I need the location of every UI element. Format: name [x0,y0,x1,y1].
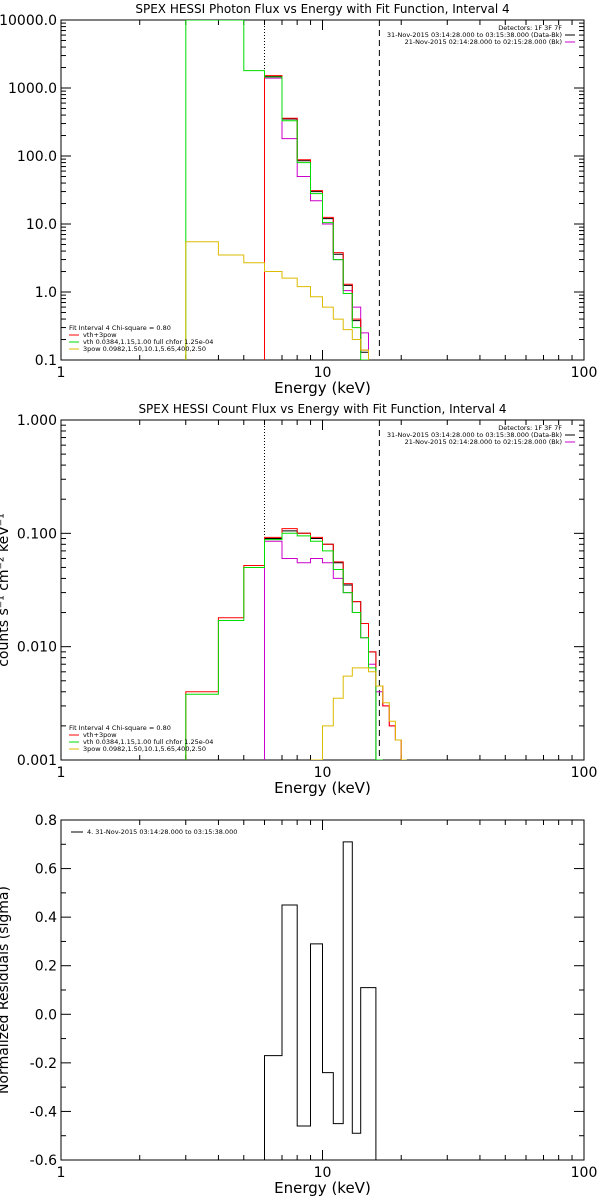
series-color-000000 [264,530,377,760]
legend-bottomleft-text: Fit Interval 4 Chi-square = 0.80 [69,724,171,732]
series-color-cc00cc [264,540,402,760]
photon-flux-panel: SPEX HESSI Photon Flux vs Energy with Fi… [0,2,597,397]
plot-frame [60,19,585,361]
y-tick-label: -0.4 [30,1104,57,1120]
legend-bottomleft-text: vth 0.0384,1.15,1.00 full chfor 1.25e-04 [83,338,213,346]
y-axis-label: Normalized Residuals (sigma) [0,886,12,1094]
y-tick-label: 0.0 [35,1007,57,1023]
y-tick-label: 0.8 [35,813,57,829]
y-tick-label: 0.1 [35,353,57,369]
series-color-cc00cc [264,77,369,360]
legend-topright-text: Detectors: 1F 3F 7F [498,424,562,432]
y-tick-label: -0.2 [30,1056,57,1072]
count-flux-panel: SPEX HESSI Count Flux vs Energy with Fit… [0,402,597,797]
legend-text: 4. 31-Nov-2015 03:14:28.000 to 03:15:38.… [87,828,237,836]
series-vth [185,20,369,360]
y-tick-label: 0.001 [17,753,57,769]
y-tick-label: -0.6 [30,1153,57,1169]
x-tick-label: 10 [314,765,332,781]
legend-bottomleft-text: vth+3pow [83,331,117,339]
x-tick-label: 10 [314,365,332,381]
legend-topright-text: 21-Nov-2015 02:14:28.000 to 02:15:28.000… [405,438,562,446]
x-tick-label: 10 [314,1165,332,1181]
series-vth [185,532,383,760]
legend-topright-text: 31-Nov-2015 03:14:28.000 to 03:15:38.000… [387,31,562,39]
plot-frame [60,419,585,761]
y-tick-label: 0.010 [17,640,57,656]
y-tick-label: 100.0 [17,149,57,165]
x-tick-label: 100 [571,765,598,781]
legend-bottomleft-text: 3pow 0.0982,1.50,10.1,5.65,400,2.50 [83,345,206,353]
x-tick-label: 1 [57,1165,66,1181]
y-tick-label: 1.000 [17,413,57,429]
y-axis-label: counts s⁻¹ cm⁻² keV⁻¹ [0,513,12,667]
legend-topright-text: 31-Nov-2015 03:14:28.000 to 03:15:38.000… [387,431,562,439]
legend-bottomleft-text: Fit Interval 4 Chi-square = 0.80 [69,324,171,332]
series-3pow [310,667,407,760]
y-tick-label: 0.2 [35,959,57,975]
chart-title: SPEX HESSI Count Flux vs Energy with Fit… [138,402,506,416]
x-tick-label: 100 [571,365,598,381]
x-tick-label: 100 [571,1165,598,1181]
legend-bottomleft-text: 3pow 0.0982,1.50,10.1,5.65,400,2.50 [83,745,206,753]
chart-title: SPEX HESSI Photon Flux vs Energy with Fi… [135,2,509,16]
legend-bottomleft-text: vth 0.0384,1.15,1.00 full chfor 1.25e-04 [83,738,213,746]
series-vth-3pow [264,75,369,360]
x-axis-label: Energy (keV) [274,779,371,797]
y-tick-label: 0.6 [35,862,57,878]
x-tick-label: 1 [57,765,66,781]
y-tick-label: 10000.0 [0,13,57,29]
series-color-000000 [264,75,369,360]
y-tick-label: 10.0 [26,217,57,233]
y-tick-label: 0.100 [17,526,57,542]
series-vth-3pow [185,528,402,760]
y-tick-label: 1.0 [35,285,57,301]
residuals-panel: 1 10 100 Energy (keV) -0.6 -0.4 -0.2 0.0 0.2 0.4 0… [0,813,597,1197]
series-4-31-nov-2015-03-14-28-000-to-03-15-38-000 [264,841,383,1160]
x-axis-label: Energy (keV) [274,1179,371,1197]
x-tick-label: 1 [57,365,66,381]
legend-topright-text: Detectors: 1F 3F 7F [498,24,562,32]
y-tick-label: 1000.0 [8,81,57,97]
legend-topright-text: 21-Nov-2015 02:14:28.000 to 02:15:28.000… [405,38,562,46]
y-tick-label: 0.4 [35,910,57,926]
series-3pow [185,241,369,360]
x-axis-label: Energy (keV) [274,379,371,397]
legend-bottomleft-text: vth+3pow [83,731,117,739]
